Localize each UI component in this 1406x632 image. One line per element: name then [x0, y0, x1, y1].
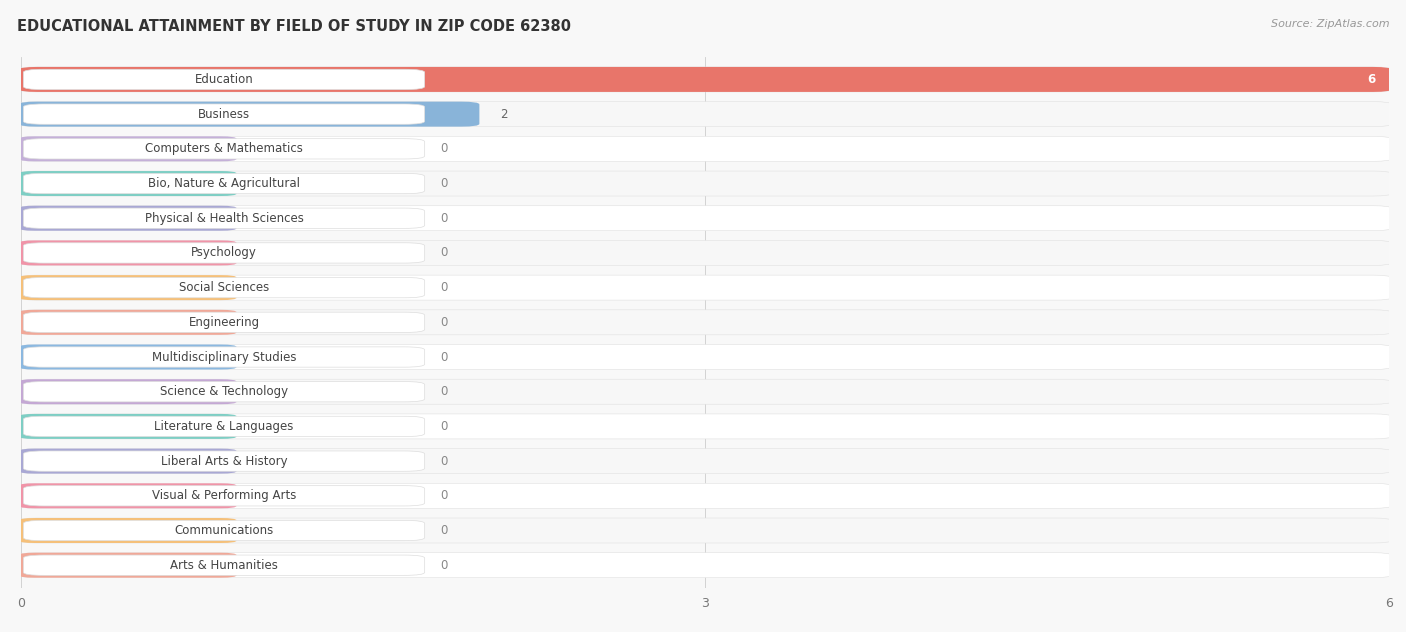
FancyBboxPatch shape — [24, 70, 425, 90]
FancyBboxPatch shape — [18, 414, 1392, 439]
FancyBboxPatch shape — [24, 451, 425, 471]
FancyBboxPatch shape — [24, 312, 425, 332]
Text: 6: 6 — [1367, 73, 1375, 86]
Text: 0: 0 — [440, 386, 449, 398]
FancyBboxPatch shape — [24, 104, 425, 125]
Text: Social Sciences: Social Sciences — [179, 281, 269, 294]
Text: 0: 0 — [440, 559, 449, 572]
FancyBboxPatch shape — [18, 483, 236, 508]
FancyBboxPatch shape — [18, 240, 236, 265]
Text: Arts & Humanities: Arts & Humanities — [170, 559, 278, 572]
FancyBboxPatch shape — [18, 344, 236, 370]
Text: 0: 0 — [440, 281, 449, 294]
Text: 0: 0 — [440, 212, 449, 225]
FancyBboxPatch shape — [24, 382, 425, 402]
FancyBboxPatch shape — [18, 171, 236, 196]
Text: Multidisciplinary Studies: Multidisciplinary Studies — [152, 351, 297, 363]
Text: Business: Business — [198, 107, 250, 121]
FancyBboxPatch shape — [24, 555, 425, 575]
Text: Visual & Performing Arts: Visual & Performing Arts — [152, 489, 297, 502]
FancyBboxPatch shape — [18, 102, 1392, 126]
FancyBboxPatch shape — [18, 483, 1392, 508]
FancyBboxPatch shape — [18, 414, 236, 439]
FancyBboxPatch shape — [18, 275, 236, 300]
FancyBboxPatch shape — [18, 102, 479, 126]
Text: Source: ZipAtlas.com: Source: ZipAtlas.com — [1271, 19, 1389, 29]
Text: Science & Technology: Science & Technology — [160, 386, 288, 398]
Text: Communications: Communications — [174, 524, 274, 537]
FancyBboxPatch shape — [18, 518, 236, 543]
FancyBboxPatch shape — [24, 485, 425, 506]
FancyBboxPatch shape — [18, 67, 1392, 92]
Text: 0: 0 — [440, 351, 449, 363]
FancyBboxPatch shape — [18, 171, 1392, 196]
Text: 0: 0 — [440, 524, 449, 537]
FancyBboxPatch shape — [18, 518, 1392, 543]
FancyBboxPatch shape — [18, 379, 236, 404]
FancyBboxPatch shape — [18, 137, 1392, 161]
FancyBboxPatch shape — [18, 449, 1392, 473]
Text: 0: 0 — [440, 246, 449, 259]
Text: EDUCATIONAL ATTAINMENT BY FIELD OF STUDY IN ZIP CODE 62380: EDUCATIONAL ATTAINMENT BY FIELD OF STUDY… — [17, 19, 571, 34]
FancyBboxPatch shape — [24, 138, 425, 159]
FancyBboxPatch shape — [18, 240, 1392, 265]
Text: Engineering: Engineering — [188, 316, 260, 329]
Text: Computers & Mathematics: Computers & Mathematics — [145, 142, 302, 155]
Text: Psychology: Psychology — [191, 246, 257, 259]
FancyBboxPatch shape — [18, 67, 1392, 92]
FancyBboxPatch shape — [24, 277, 425, 298]
FancyBboxPatch shape — [18, 379, 1392, 404]
Text: 2: 2 — [501, 107, 508, 121]
Text: 0: 0 — [440, 454, 449, 468]
Text: 0: 0 — [440, 316, 449, 329]
FancyBboxPatch shape — [18, 206, 1392, 231]
Text: 0: 0 — [440, 420, 449, 433]
FancyBboxPatch shape — [18, 553, 1392, 578]
Text: Liberal Arts & History: Liberal Arts & History — [160, 454, 287, 468]
Text: Literature & Languages: Literature & Languages — [155, 420, 294, 433]
FancyBboxPatch shape — [24, 173, 425, 193]
FancyBboxPatch shape — [18, 137, 236, 161]
FancyBboxPatch shape — [18, 310, 1392, 335]
FancyBboxPatch shape — [18, 310, 236, 335]
Text: 0: 0 — [440, 177, 449, 190]
Text: Bio, Nature & Agricultural: Bio, Nature & Agricultural — [148, 177, 299, 190]
FancyBboxPatch shape — [24, 520, 425, 540]
Text: 0: 0 — [440, 489, 449, 502]
Text: 0: 0 — [440, 142, 449, 155]
Text: Physical & Health Sciences: Physical & Health Sciences — [145, 212, 304, 225]
FancyBboxPatch shape — [24, 208, 425, 228]
FancyBboxPatch shape — [24, 347, 425, 367]
FancyBboxPatch shape — [18, 449, 236, 473]
FancyBboxPatch shape — [18, 553, 236, 578]
FancyBboxPatch shape — [18, 275, 1392, 300]
FancyBboxPatch shape — [24, 416, 425, 437]
FancyBboxPatch shape — [18, 206, 236, 231]
FancyBboxPatch shape — [18, 344, 1392, 370]
Text: Education: Education — [194, 73, 253, 86]
FancyBboxPatch shape — [24, 243, 425, 263]
